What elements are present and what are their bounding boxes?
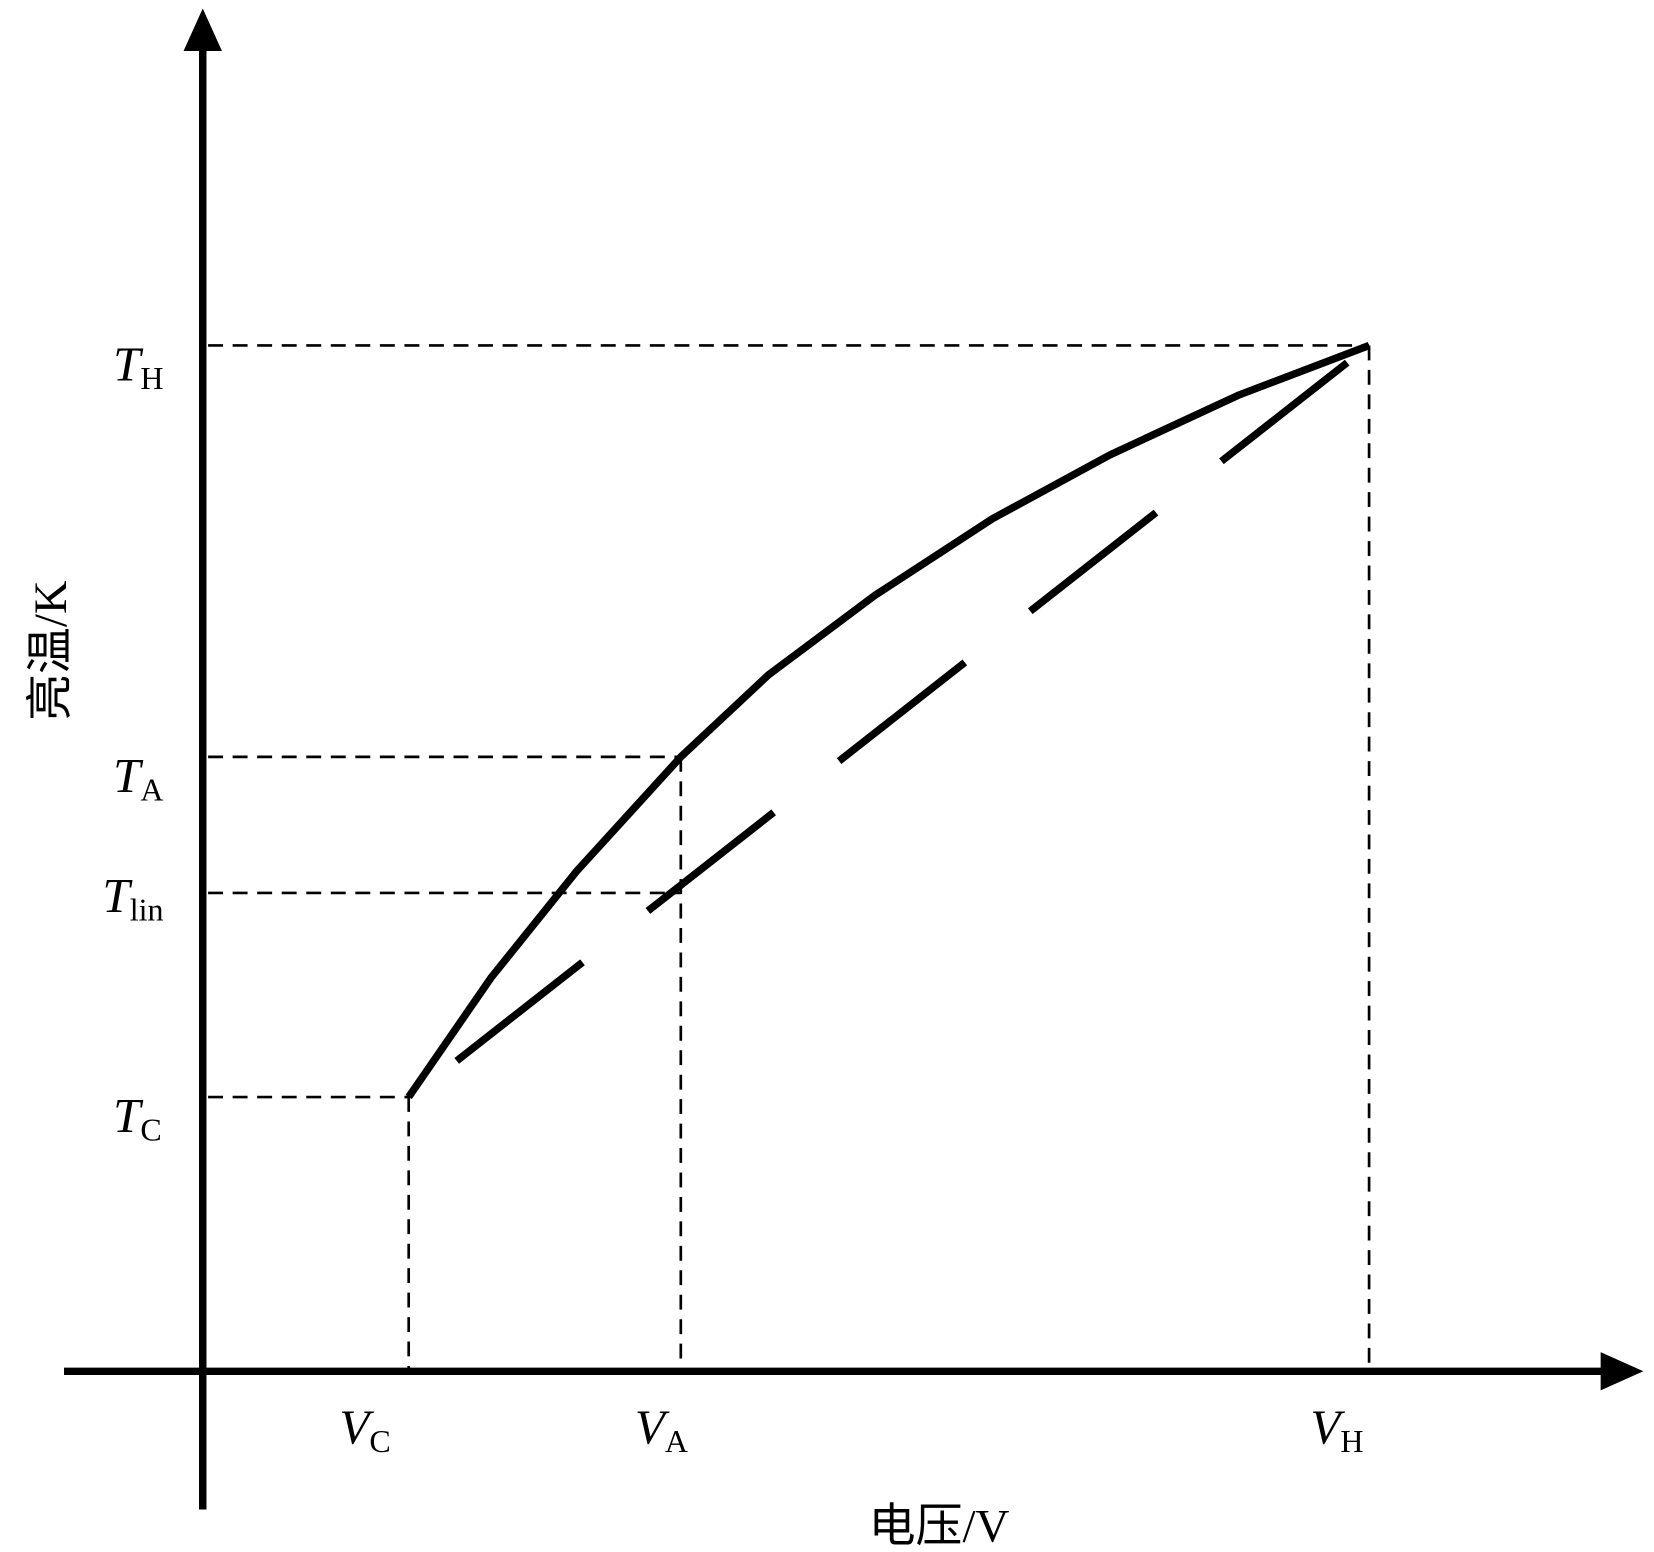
y-arrow (183, 8, 222, 52)
y-tick-label: TH (113, 337, 163, 396)
x-axis-label: 电压/V (869, 1500, 1010, 1552)
y-axis-label: 亮温/K (25, 580, 77, 720)
x-tick-label: VA (635, 1400, 688, 1459)
guides (208, 344, 1371, 1372)
x-arrow (1600, 1352, 1644, 1391)
nonlinear-curve (405, 342, 1371, 1100)
linear-line (454, 342, 1372, 1064)
y-tick-label: TA (113, 748, 163, 807)
x-tick-label: VC (339, 1400, 390, 1459)
y-tick-label: TC (113, 1088, 162, 1147)
y-tick-label: Tlin (102, 868, 163, 927)
x-tick-label: VH (1310, 1400, 1363, 1459)
